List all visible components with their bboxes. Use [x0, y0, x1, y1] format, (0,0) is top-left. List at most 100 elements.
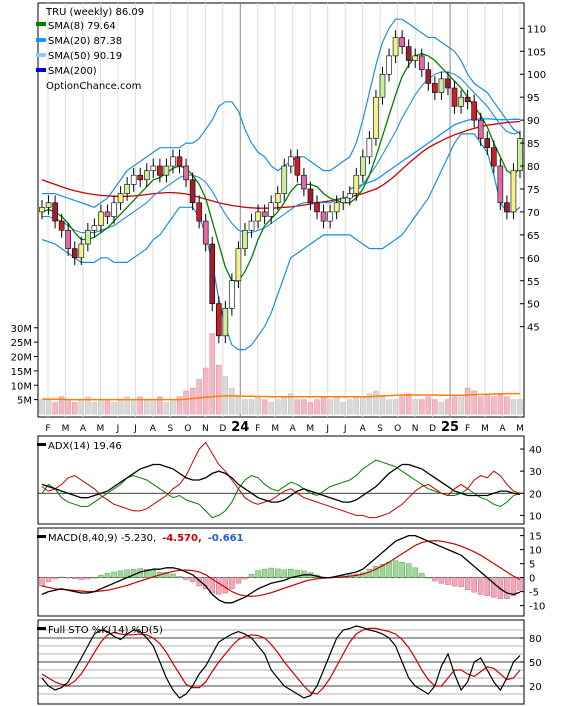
price-candle [196, 202, 202, 222]
x-tick-label: N [202, 424, 209, 434]
price-candle [78, 243, 85, 259]
volume-bar [229, 387, 235, 415]
price-candle [491, 147, 497, 167]
sma50-line [349, 118, 521, 190]
legend-sma20: SMA(20) 87.38 [48, 36, 122, 47]
macd-hist-bar [176, 576, 183, 578]
price-tick-label: 105 [527, 47, 546, 58]
bollinger-upper-line [42, 18, 521, 208]
volume-bar [189, 387, 196, 415]
macd-hist-bar [373, 566, 379, 578]
sma8-line [41, 52, 521, 282]
axis-tick-label: 5 [529, 560, 535, 571]
price-tick-label: 50 [527, 300, 540, 311]
macd-hist-bar [91, 577, 98, 579]
volume-bar [209, 333, 215, 415]
x-tick-label: J [116, 424, 120, 434]
price-tick-label: 45 [527, 323, 540, 334]
price-tick-label: 80 [527, 162, 540, 173]
macd-signal-line [41, 539, 521, 598]
macd-hist-bar [386, 561, 392, 578]
axis-tick-label: 10 [529, 511, 542, 522]
volume-bar [379, 396, 386, 415]
volume-bar [157, 396, 163, 415]
macd-legend-swatch [37, 535, 46, 538]
macd-hist-bar [98, 575, 104, 578]
price-candle [438, 78, 445, 93]
price-candle [39, 207, 45, 213]
macd-hist-bar [268, 567, 274, 578]
volume-bar [98, 399, 104, 415]
macd-hist-bar [183, 577, 189, 580]
price-candle [327, 211, 333, 222]
x-tick-label: A [80, 424, 87, 434]
volume-bar [333, 396, 340, 415]
price-candle [209, 243, 216, 304]
price-tick-label: 65 [527, 231, 540, 242]
macd-hist-bar [170, 573, 176, 578]
sto-axis-ticks: 80 50 20 [520, 634, 542, 693]
price-candle [405, 46, 412, 61]
price-candle [412, 55, 419, 61]
volume-bar [71, 402, 78, 415]
price-candle [366, 138, 373, 158]
macd-signal-value: -0.661 [208, 533, 244, 544]
volume-bar [458, 396, 464, 415]
axis-tick-label: 30 [529, 467, 542, 478]
volume-bar [144, 399, 150, 415]
price-candle [471, 101, 477, 121]
macd-hist-bar [209, 577, 215, 594]
volume-bar [373, 390, 379, 415]
macd-label: MACD(8,40,9) -5.230, -4.570, -0.661 [48, 533, 244, 544]
price-tick-label: 75 [527, 185, 540, 196]
volume-bar [432, 399, 438, 415]
chart-title: TRU (weekly) 86.09 [45, 7, 144, 18]
price-candle [98, 211, 104, 226]
macd-hist-bar [405, 563, 412, 578]
price-candle [294, 156, 301, 176]
legend-swatch-sma8 [36, 22, 46, 26]
price-candle [52, 202, 58, 222]
x-tick-label: F [45, 424, 50, 434]
macd-hist-bar [71, 577, 78, 579]
volume-bar [52, 402, 58, 415]
macd-hist-bar [294, 569, 301, 578]
price-tick-label: 85 [527, 139, 540, 150]
volume-bar [248, 399, 255, 415]
macd-hist-bar [189, 577, 196, 583]
volume-bar [78, 399, 85, 415]
price-candle [137, 174, 144, 181]
volume-bar [451, 396, 458, 415]
price-candle [353, 174, 360, 194]
volume-sma-line [42, 392, 520, 401]
price-candle [373, 96, 379, 139]
price-candle [150, 165, 157, 171]
macd-hist-bar [104, 573, 111, 578]
price-candle [104, 211, 111, 217]
volume-bar [419, 399, 425, 415]
x-tick-label: J [133, 424, 137, 434]
volume-bar [320, 396, 327, 415]
price-candle [418, 55, 425, 70]
price-candle [517, 138, 523, 171]
axis-tick-label: 20 [529, 682, 542, 693]
price-candle [281, 165, 288, 194]
macd-hist-bar [392, 560, 399, 578]
price-candle [163, 165, 170, 176]
macd-hist-bar [288, 568, 294, 578]
volume-bar [484, 393, 491, 415]
price-candle [386, 55, 392, 75]
macd-value: -4.570, [162, 533, 202, 544]
price-candle [235, 248, 242, 282]
volume-bar [150, 399, 157, 415]
volume-bar [360, 396, 366, 415]
volume-bar [255, 396, 261, 415]
volume-bar [366, 393, 373, 415]
legend-swatch-sma20 [36, 38, 46, 42]
legend-swatch-sma50 [36, 53, 46, 57]
price-tick-label: 55 [527, 277, 540, 288]
volume-bar [117, 399, 124, 415]
macd-label-prefix: MACD(8,40,9) -5.230, [48, 533, 156, 544]
price-candle [320, 211, 327, 222]
macd-hist-bar [517, 577, 523, 591]
